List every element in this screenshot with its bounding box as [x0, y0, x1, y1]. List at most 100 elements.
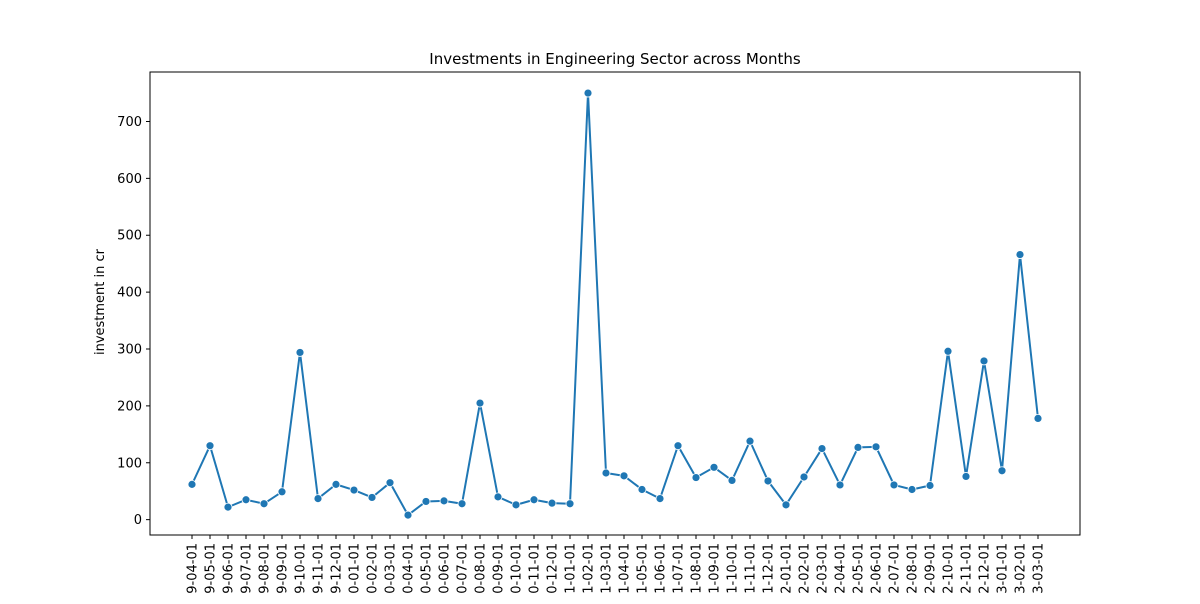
y-tick-label: 200: [117, 399, 142, 414]
x-tick-label: 2-09-01: [924, 543, 939, 594]
y-tick-label: 0: [134, 513, 142, 528]
data-point: [367, 493, 377, 502]
x-tick-label: 1-07-01: [672, 543, 687, 594]
data-point: [583, 88, 593, 98]
data-point: [943, 346, 953, 356]
data-point: [799, 472, 809, 482]
data-point: [223, 502, 233, 512]
y-tick-label: 500: [117, 229, 142, 244]
data-point: [205, 441, 215, 451]
x-tick-label: 0-10-01: [510, 543, 525, 594]
x-tick-label: 9-06-01: [222, 543, 237, 594]
data-point: [925, 481, 935, 490]
data-point: [853, 443, 863, 452]
x-tick-label: 1-11-01: [744, 543, 759, 594]
data-point: [241, 495, 251, 505]
data-point: [619, 471, 629, 481]
x-tick-label: 2-08-01: [906, 543, 921, 594]
x-tick-label: 0-08-01: [474, 543, 489, 594]
data-point: [763, 476, 773, 486]
data-point: [655, 494, 665, 503]
x-tick-label: 2-11-01: [960, 543, 975, 594]
x-tick-label: 2-10-01: [942, 543, 957, 594]
x-tick-label: 0-01-01: [348, 543, 363, 594]
x-tick-label: 9-09-01: [276, 543, 291, 594]
x-tick-label: 1-01-01: [564, 543, 579, 594]
data-point: [601, 468, 611, 478]
x-tick-label: 9-10-01: [294, 543, 309, 594]
data-point: [727, 475, 737, 485]
chart-title: Investments in Engineering Sector across…: [429, 50, 801, 68]
x-tick-label: 2-01-01: [780, 543, 795, 594]
x-tick-label: 0-03-01: [384, 543, 399, 594]
x-tick-label: 1-08-01: [690, 543, 705, 594]
series-line: [191, 92, 1039, 517]
x-tick-label: 1-09-01: [708, 543, 723, 594]
data-point: [889, 480, 899, 490]
axes-frame: [149, 71, 1081, 536]
x-tick-label: 1-02-01: [582, 543, 597, 594]
data-point: [277, 487, 287, 497]
y-tick-label: 600: [117, 172, 142, 187]
x-tick-label: 0-04-01: [402, 543, 417, 594]
y-tick-label: 700: [117, 115, 142, 130]
x-tick-label: 2-02-01: [798, 543, 813, 594]
data-point: [907, 485, 917, 494]
x-tick-label: 2-04-01: [834, 543, 849, 594]
x-tick-label: 1-12-01: [762, 543, 777, 594]
y-tick-label: 400: [117, 286, 142, 301]
data-point: [349, 485, 359, 495]
data-point: [313, 494, 323, 503]
data-point: [457, 499, 467, 509]
x-tick-label: 1-04-01: [618, 543, 633, 594]
x-tick-label: 0-02-01: [366, 543, 381, 594]
x-tick-label: 0-06-01: [438, 543, 453, 594]
data-point: [691, 473, 701, 482]
data-point: [511, 500, 521, 510]
data-point: [745, 436, 755, 446]
x-tick-label: 0-11-01: [528, 543, 543, 594]
x-tick-label: 9-04-01: [186, 543, 201, 594]
data-point: [565, 499, 575, 509]
data-point: [871, 442, 881, 452]
x-tick-label: 3-03-01: [1032, 543, 1047, 594]
x-tick-label: 0-07-01: [456, 543, 471, 594]
y-tick-label: 100: [117, 456, 142, 471]
x-tick-label: 1-03-01: [600, 543, 615, 594]
data-point: [331, 479, 341, 489]
data-point: [709, 462, 719, 472]
data-point: [439, 496, 449, 506]
data-point: [295, 348, 305, 357]
data-point: [493, 492, 503, 502]
data-point: [259, 499, 269, 509]
x-tick-label: 2-06-01: [870, 543, 885, 594]
x-tick-label: 9-12-01: [330, 543, 345, 594]
data-point: [385, 478, 395, 488]
x-tick-label: 1-05-01: [636, 543, 651, 594]
data-point: [547, 498, 557, 508]
x-tick-label: 9-11-01: [312, 543, 327, 594]
data-point: [637, 485, 647, 494]
x-tick-label: 9-08-01: [258, 543, 273, 594]
data-point: [1015, 250, 1025, 259]
data-point: [817, 444, 827, 453]
x-tick-label: 9-07-01: [240, 543, 255, 594]
y-tick-label: 300: [117, 343, 142, 358]
x-tick-label: 0-09-01: [492, 543, 507, 594]
x-tick-label: 0-05-01: [420, 543, 435, 594]
data-point: [475, 398, 485, 408]
y-axis-label: investment in cr: [93, 248, 108, 355]
x-tick-label: 1-10-01: [726, 543, 741, 594]
data-point: [835, 480, 845, 490]
data-point: [781, 500, 791, 510]
x-tick-label: 0-12-01: [546, 543, 561, 594]
data-point: [673, 441, 683, 451]
data-point: [961, 472, 971, 481]
plot-area: 0 100 200 300 400 500 600 700 9-04-01 9-05-01 9-06…: [117, 71, 1081, 594]
data-point: [529, 495, 539, 505]
x-tick-label: 2-03-01: [816, 543, 831, 594]
x-tick-label: 1-06-01: [654, 543, 669, 594]
x-tick-label: 2-05-01: [852, 543, 867, 594]
